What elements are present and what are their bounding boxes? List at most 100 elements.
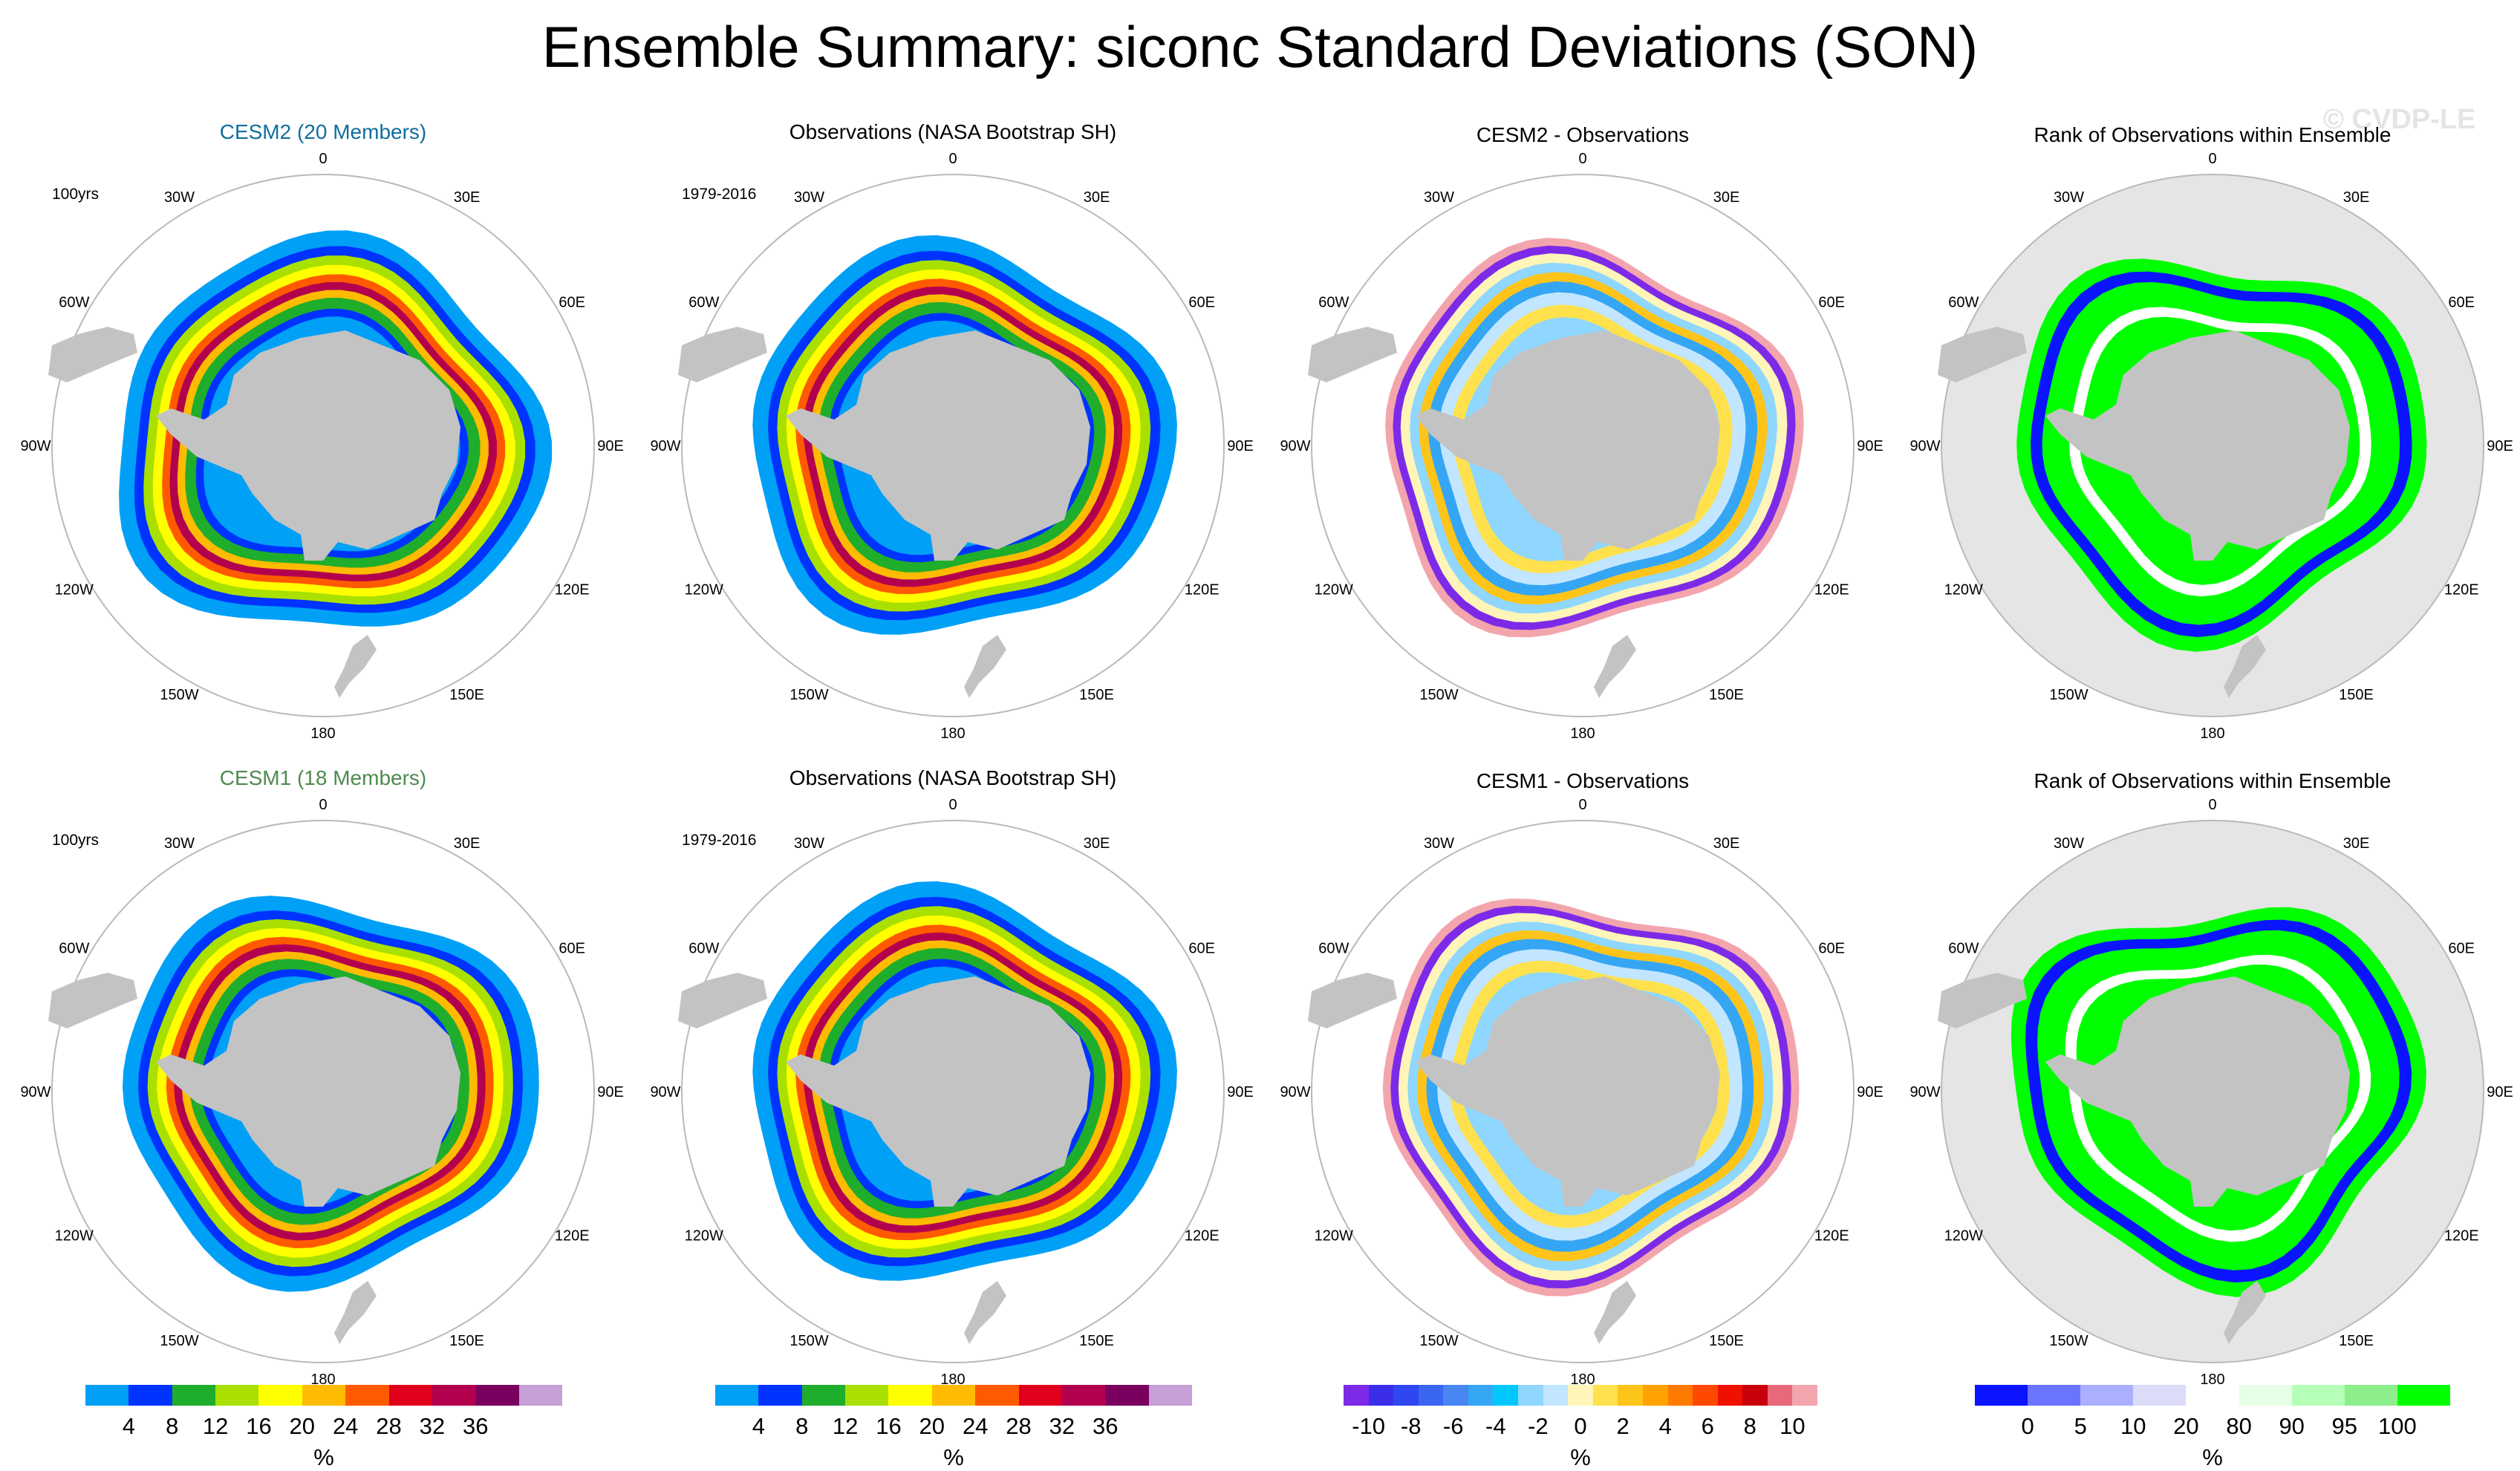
map-boundary-circle <box>1311 820 1855 1363</box>
sic-diff-band <box>1390 905 1791 1289</box>
longitude-label: 60E <box>1188 941 1215 957</box>
colorbar-tick-label: 20 <box>289 1413 316 1439</box>
longitude-label: 30E <box>1084 189 1110 206</box>
longitude-label: 120E <box>1185 582 1220 598</box>
colorbar-swatch <box>1148 1385 1192 1406</box>
longitude-label: 120W <box>1944 582 1983 598</box>
longitude-label: 90E <box>2487 1084 2513 1100</box>
colorbar-tick-label: -8 <box>1400 1413 1422 1439</box>
antarctica-landmass <box>2045 976 2350 1207</box>
rank-band <box>2042 281 2400 625</box>
antarctica-landmass <box>156 330 460 561</box>
sic-std-band <box>195 308 469 558</box>
panel-title: CESM1 (18 Members) <box>219 766 427 789</box>
rank-band <box>2069 307 2371 597</box>
colorbar-tick-label: 4 <box>122 1413 136 1439</box>
rank-band <box>2031 271 2412 637</box>
rank-band <box>2025 919 2412 1283</box>
longitude-label: 60W <box>59 941 89 957</box>
longitude-label: 90E <box>597 438 624 454</box>
sic-std-band <box>818 301 1106 573</box>
longitude-label: 60W <box>1948 295 1979 311</box>
colorbar-tick-label: 12 <box>832 1413 859 1439</box>
colorbar-swatch <box>388 1385 432 1406</box>
map-boundary-circle <box>51 820 595 1363</box>
longitude-label: 150W <box>789 1333 828 1349</box>
longitude-label: 30W <box>794 189 824 206</box>
south-america-landmass <box>678 327 767 382</box>
longitude-label: 120W <box>1944 1228 1983 1245</box>
sic-diff-band <box>1463 317 1719 561</box>
colorbar-tick-label: 32 <box>1049 1413 1075 1439</box>
sic-diff-band <box>1400 253 1788 623</box>
longitude-label: 120E <box>1185 1228 1220 1245</box>
longitude-label: 90W <box>20 438 51 454</box>
sic-diff-band <box>1393 245 1796 630</box>
colorbar-swatch <box>518 1385 562 1406</box>
panel-period: 1979-2016 <box>682 186 757 203</box>
colorbar-tick-label: 90 <box>2279 1413 2305 1439</box>
rank-band <box>2076 965 2360 1231</box>
sic-diff-band <box>1410 262 1777 614</box>
colorbar-tick-label: -10 <box>1352 1413 1385 1439</box>
colorbar-tick-label: 0 <box>1574 1413 1587 1439</box>
sic-std-band <box>181 951 478 1233</box>
sic-std-band <box>138 910 523 1276</box>
colorbar-tick-label: 0 <box>2021 1413 2034 1439</box>
longitude-label: 0 <box>1578 797 1586 813</box>
sic-std-band <box>836 966 1087 1201</box>
colorbar-swatch <box>1018 1385 1062 1406</box>
figure-title: Ensemble Summary: siconc Standard Deviat… <box>541 14 1979 79</box>
longitude-label: 150E <box>1709 687 1744 703</box>
colorbar-tick-label: 28 <box>1006 1413 1032 1439</box>
longitude-label: 60W <box>1318 295 1349 311</box>
longitude-label: 120E <box>1814 1228 1849 1245</box>
colorbar-unit: % <box>1570 1444 1591 1470</box>
sic-std-band <box>152 264 515 597</box>
colorbar-swatch <box>1393 1385 1419 1406</box>
sic-std-band <box>157 927 504 1258</box>
colorbar-unit: % <box>943 1444 964 1470</box>
sic-std-band <box>162 274 506 589</box>
colorbar-tick-label: -4 <box>1485 1413 1506 1439</box>
sic-std-band <box>204 316 460 552</box>
longitude-label: 180 <box>940 725 965 742</box>
sic-std-band <box>803 286 1123 587</box>
sic-diff-band <box>1437 949 1742 1241</box>
std-field <box>752 881 1177 1281</box>
colorbar-swatch <box>2133 1385 2187 1406</box>
longitude-label: 90E <box>1227 438 1254 454</box>
colorbar-swatch <box>302 1385 346 1406</box>
antarctica-landmass <box>1416 330 1720 561</box>
longitude-label: 30E <box>454 835 481 852</box>
longitude-label: 150W <box>160 687 198 703</box>
colorbar-tick-label: 95 <box>2331 1413 2358 1439</box>
colorbar-tick-label: 4 <box>752 1413 766 1439</box>
colorbar-swatch <box>1618 1385 1643 1406</box>
colorbar-tick-label: 6 <box>1701 1413 1714 1439</box>
sic-std-band <box>810 940 1115 1226</box>
sic-std-band <box>208 976 450 1207</box>
sic-diff-band <box>1416 930 1764 1262</box>
colorbar-swatch <box>2291 1385 2345 1406</box>
longitude-label: 30E <box>1713 189 1740 206</box>
map-boundary-circle <box>1941 820 2484 1363</box>
colorbar-tick-label: 20 <box>919 1413 945 1439</box>
antarctica-landmass <box>1416 976 1720 1207</box>
longitude-label: 180 <box>310 725 335 742</box>
sic-std-band <box>143 255 526 605</box>
sic-std-band <box>768 250 1161 621</box>
diff-field <box>1382 898 1800 1296</box>
panel-period: 100yrs <box>52 186 100 203</box>
longitude-label: 0 <box>2208 151 2216 167</box>
std-field <box>752 235 1177 635</box>
colorbar-tick-label: -6 <box>1442 1413 1464 1439</box>
longitude-label: 120W <box>55 1228 94 1245</box>
colorbar-tick-label: 28 <box>376 1413 402 1439</box>
